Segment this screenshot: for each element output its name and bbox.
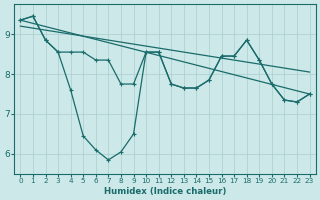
X-axis label: Humidex (Indice chaleur): Humidex (Indice chaleur)	[104, 187, 226, 196]
